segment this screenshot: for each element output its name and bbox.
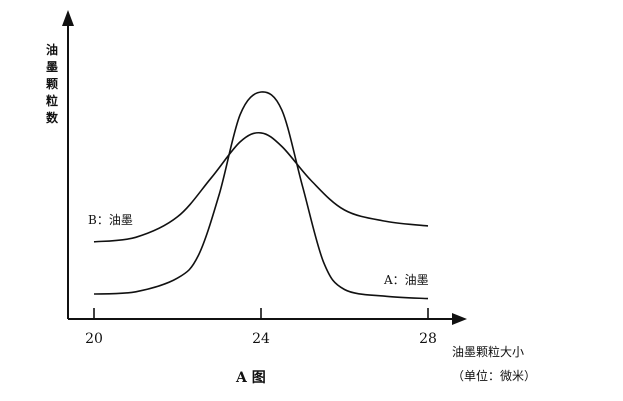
series-b-ink-label: B：油墨: [88, 213, 133, 227]
series-a-ink-label: A：油墨: [383, 273, 429, 287]
series-b-ink-curve: [93, 131, 429, 243]
series-a-ink-curve: [93, 91, 429, 300]
y-axis-label: 油墨颗粒数: [46, 42, 59, 125]
x-axis-arrow: [452, 313, 467, 325]
x-tick-label-20: 20: [85, 331, 103, 347]
y-axis-label-char: 数: [46, 110, 59, 125]
figure-caption: A 图: [235, 370, 266, 386]
x-axis-ticks: 20 24 28: [85, 308, 437, 347]
y-axis-label-char: 墨: [46, 60, 58, 74]
x-axis-unit-label: （单位：微米）: [452, 368, 536, 383]
y-axis-arrow: [62, 10, 74, 26]
x-tick-label-28: 28: [419, 331, 437, 347]
x-tick-label-24: 24: [252, 331, 270, 347]
y-axis-label-char: 油: [46, 42, 58, 57]
x-axis-label: 油墨颗粒大小: [452, 344, 524, 359]
y-axis-label-char: 颗: [46, 77, 58, 91]
y-axis-label-char: 粒: [46, 93, 58, 108]
